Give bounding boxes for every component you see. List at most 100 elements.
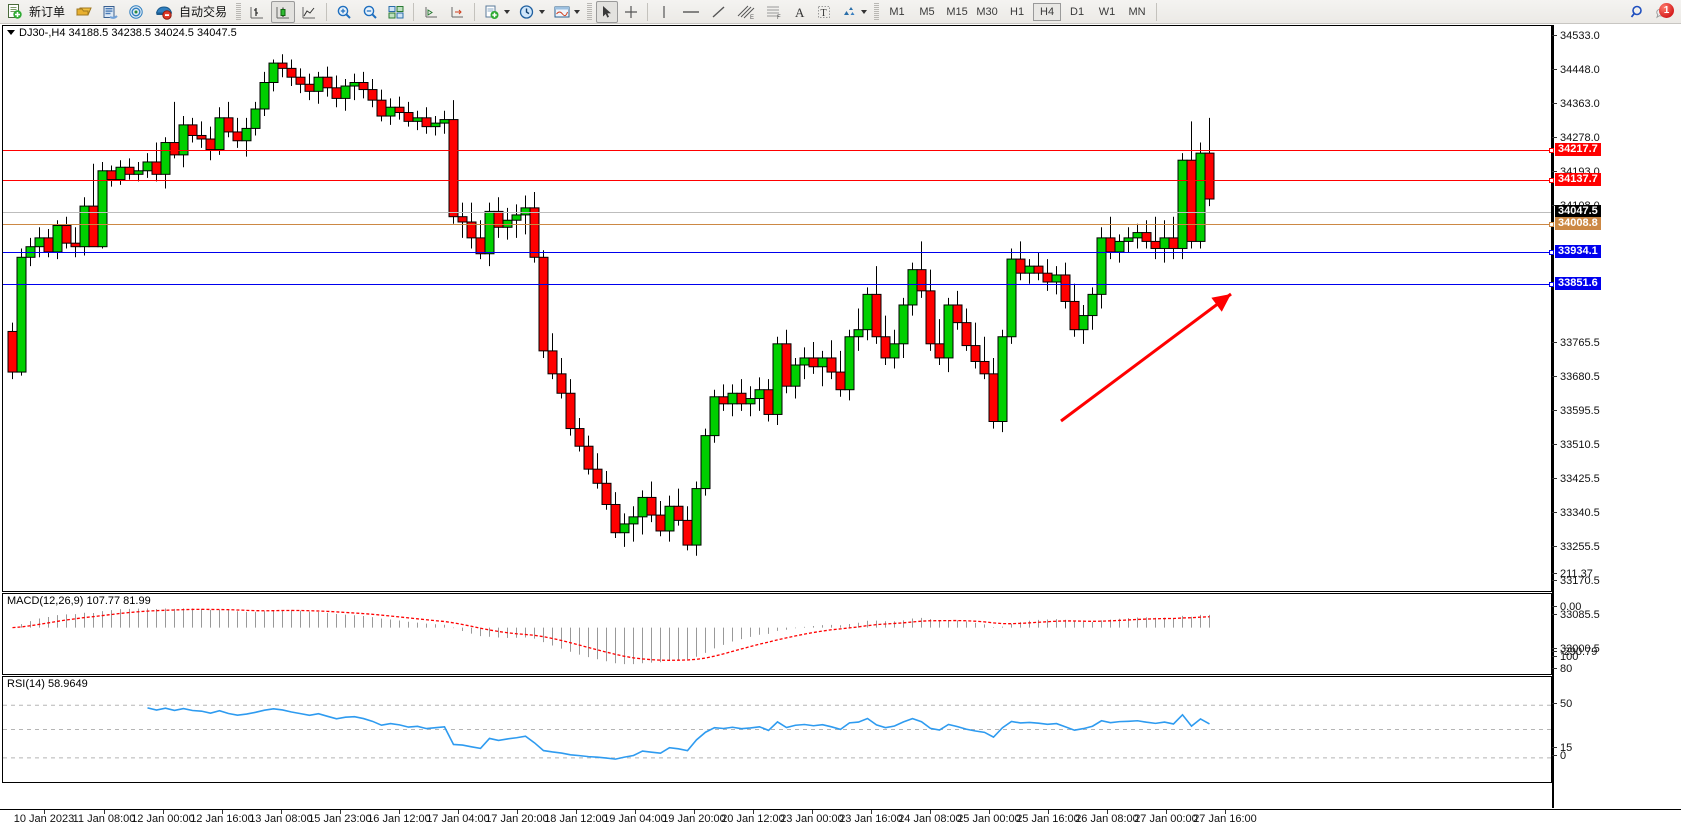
time-tick xyxy=(1107,810,1108,814)
price-tag-support-blue-1[interactable]: 33934.1 xyxy=(1555,245,1601,258)
timeframe-mn[interactable]: MN xyxy=(1128,5,1146,18)
candle xyxy=(484,202,495,267)
shift-end-button[interactable] xyxy=(419,1,443,23)
annotation-layer[interactable] xyxy=(3,26,1551,591)
candle xyxy=(592,453,603,489)
macd-pane[interactable]: MACD(12,26,9) 107.77 81.99 xyxy=(2,593,1552,675)
navigator-button[interactable] xyxy=(124,1,148,23)
auto-scroll-button[interactable] xyxy=(445,1,469,23)
zoom-out-button[interactable] xyxy=(358,1,382,23)
crosshair-icon xyxy=(625,5,638,18)
price-pane[interactable]: DJ30-,H4 34188.5 34238.5 34024.5 34047.5 xyxy=(2,25,1554,592)
timeframe-w1[interactable]: W1 xyxy=(1098,5,1116,18)
search-button[interactable] xyxy=(1626,1,1650,23)
time-tick xyxy=(517,810,518,814)
price-tick: 33170.5 xyxy=(1552,575,1600,587)
price-tag-resistance-2[interactable]: 34137.7 xyxy=(1555,173,1601,186)
candle xyxy=(826,340,837,380)
fibonacci-icon: F xyxy=(767,6,781,20)
time-tick xyxy=(635,810,636,814)
candle xyxy=(529,191,540,263)
chart-area[interactable]: DJ30-,H4 34188.5 34238.5 34024.5 34047.5… xyxy=(0,25,1681,833)
toolbar-grip-3[interactable] xyxy=(874,2,880,21)
timeframe-m1[interactable]: M1 xyxy=(889,5,905,18)
timeframe-h4[interactable]: H4 xyxy=(1033,2,1062,21)
price-axis[interactable]: 34533.034448.034363.034278.034193.034108… xyxy=(1552,25,1681,808)
level-line-support-blue-2[interactable] xyxy=(3,282,1554,287)
timeframe-m15[interactable]: M15 xyxy=(946,5,968,18)
collapse-triangle-icon[interactable] xyxy=(7,29,15,35)
candle xyxy=(979,336,990,380)
tile-windows-button[interactable] xyxy=(384,1,408,23)
trendline-button[interactable] xyxy=(707,1,731,23)
chat-button[interactable]: 1 xyxy=(1652,2,1674,21)
time-tick xyxy=(1166,810,1167,814)
level-line-resistance-1[interactable] xyxy=(3,148,1554,153)
candle xyxy=(133,161,144,182)
chevron-down-icon[interactable] xyxy=(539,9,546,14)
candlestick-chart-button[interactable] xyxy=(271,0,296,23)
line-chart-button[interactable] xyxy=(297,1,321,23)
candle xyxy=(250,101,261,136)
candle xyxy=(916,241,927,298)
new-order-button[interactable]: 新订单 xyxy=(1,1,70,23)
candle xyxy=(610,492,621,539)
price-tag-support-blue-2[interactable]: 33851.6 xyxy=(1555,277,1601,290)
bullish-trend-arrow[interactable] xyxy=(1060,292,1232,423)
price-tick: 34278.0 xyxy=(1552,132,1600,144)
candle xyxy=(547,333,558,380)
crosshair-button[interactable] xyxy=(620,1,642,23)
candle xyxy=(268,59,279,92)
time-tick xyxy=(163,810,164,814)
chevron-down-icon[interactable] xyxy=(861,9,868,14)
period-button[interactable] xyxy=(515,1,548,23)
objects-icon xyxy=(844,6,855,15)
time-tick xyxy=(930,810,931,814)
text-box-button[interactable]: T xyxy=(813,1,835,23)
timeframe-d1[interactable]: D1 xyxy=(1070,5,1085,18)
price-tag-support-orange[interactable]: 34008.8 xyxy=(1555,217,1601,230)
time-tick xyxy=(871,810,872,814)
toolbar-grip-2[interactable] xyxy=(587,2,593,21)
timeframe-m30[interactable]: M30 xyxy=(976,5,998,18)
price-tag-last-price[interactable]: 34047.5 xyxy=(1555,205,1601,218)
candle xyxy=(925,269,936,351)
zoom-in-button[interactable] xyxy=(332,1,356,23)
text-button[interactable]: A xyxy=(789,1,811,23)
timeframe-h1[interactable]: H1 xyxy=(1010,5,1025,18)
candle xyxy=(448,100,459,224)
objects-button[interactable] xyxy=(837,1,870,23)
candle xyxy=(511,204,522,238)
level-line-support-blue-1[interactable] xyxy=(3,250,1554,255)
time-label: 15 Jan 23:00 xyxy=(308,813,372,825)
timeframe-m5[interactable]: M5 xyxy=(919,5,935,18)
new-order-label: 新订单 xyxy=(29,5,66,19)
chevron-down-icon[interactable] xyxy=(574,9,581,14)
candle xyxy=(619,513,630,547)
equidistant-channel-button[interactable]: E xyxy=(733,1,759,23)
fibonacci-button[interactable]: F xyxy=(761,1,787,23)
add-indicator-button[interactable] xyxy=(480,1,513,23)
autotrading-button[interactable]: 自动交易 xyxy=(150,1,232,23)
price-tag-resistance-1[interactable]: 34217.7 xyxy=(1555,143,1601,156)
horizontal-line-button[interactable] xyxy=(677,1,705,23)
candle xyxy=(1078,304,1089,344)
templates-button[interactable] xyxy=(550,1,583,23)
folder-button[interactable] xyxy=(72,1,96,23)
vertical-line-button[interactable] xyxy=(653,1,675,23)
candle xyxy=(97,161,108,249)
terminal-button[interactable] xyxy=(98,1,122,23)
toolbar-grip-1[interactable] xyxy=(236,2,242,21)
chart-title-text: DJ30-,H4 34188.5 34238.5 34024.5 34047.5 xyxy=(19,27,237,39)
price-tick: 34363.0 xyxy=(1552,98,1600,110)
bar-chart-button[interactable] xyxy=(245,1,269,23)
chevron-down-icon[interactable] xyxy=(504,9,511,14)
rsi-pane[interactable]: RSI(14) 58.9649 xyxy=(2,676,1552,783)
price-tick: 34533.0 xyxy=(1552,30,1600,42)
level-line-support-orange[interactable] xyxy=(3,222,1554,227)
level-line-resistance-2[interactable] xyxy=(3,178,1554,183)
time-axis[interactable]: 10 Jan 2023 11 Jan 08:00 12 Jan 00:00 12 Ja… xyxy=(0,809,1681,833)
cursor-button[interactable] xyxy=(596,0,619,23)
time-label: 19 Jan 20:00 xyxy=(662,813,726,825)
text-box-icon: T xyxy=(818,5,831,19)
